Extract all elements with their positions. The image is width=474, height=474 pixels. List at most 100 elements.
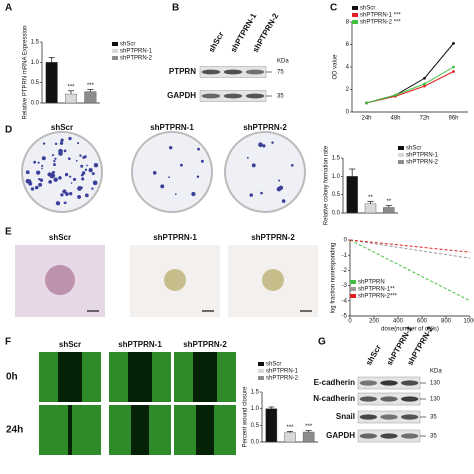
x-axis-label: dose(number of cells) bbox=[381, 327, 439, 333]
colony bbox=[249, 193, 253, 197]
y-tick-label: 1.0 bbox=[332, 174, 341, 180]
colony bbox=[246, 156, 249, 159]
y-tick-label: -4 bbox=[342, 298, 348, 304]
legend-label: shPTPRN-1 bbox=[120, 49, 153, 55]
colony bbox=[77, 195, 82, 199]
legend-label: shPTPRN-2 bbox=[120, 56, 153, 62]
image-label: shPTPRN-2 bbox=[243, 123, 287, 132]
x-tick-label: 400 bbox=[393, 319, 404, 325]
x-tick-label: 24h bbox=[361, 116, 371, 122]
series-line bbox=[349, 239, 471, 302]
blot-band bbox=[359, 414, 378, 420]
wound-gap bbox=[128, 352, 152, 402]
colony bbox=[92, 180, 98, 186]
y-tick-label: 0.5 bbox=[251, 423, 260, 429]
blot-band bbox=[359, 380, 378, 386]
row-label: GAPDH bbox=[167, 91, 196, 100]
colony bbox=[200, 159, 204, 163]
blot-band bbox=[201, 69, 221, 75]
colony bbox=[53, 159, 56, 163]
colony bbox=[81, 171, 86, 175]
colony bbox=[84, 193, 89, 198]
colony bbox=[191, 191, 196, 197]
blot-band bbox=[245, 69, 265, 75]
significance: *** bbox=[87, 83, 95, 89]
legend-swatch bbox=[258, 362, 264, 366]
blot-band bbox=[223, 69, 243, 75]
colony bbox=[62, 189, 67, 194]
blot-band bbox=[380, 433, 398, 439]
bar bbox=[45, 62, 58, 104]
legend-swatch bbox=[258, 376, 264, 380]
colony bbox=[39, 178, 44, 182]
row-label: N-cadherin bbox=[313, 394, 355, 403]
colony bbox=[69, 175, 72, 178]
colony bbox=[41, 156, 46, 161]
y-tick-label: 1.5 bbox=[251, 390, 260, 396]
image-label: shPTPRN-2 bbox=[183, 340, 227, 349]
legend-label: shPTPRN bbox=[358, 280, 385, 286]
legend-label: shScr bbox=[406, 146, 421, 152]
colony bbox=[77, 142, 80, 145]
colony bbox=[34, 185, 39, 190]
colony bbox=[260, 191, 263, 195]
colony bbox=[290, 163, 294, 167]
x-tick-label: 48h bbox=[390, 116, 400, 122]
series-line bbox=[349, 239, 471, 259]
point bbox=[365, 101, 368, 105]
point bbox=[452, 70, 455, 73]
image-label: shScr bbox=[49, 233, 71, 242]
colony bbox=[68, 136, 72, 141]
panel-label: G bbox=[318, 337, 326, 348]
marker-label: 35 bbox=[430, 434, 437, 440]
colony bbox=[53, 177, 58, 182]
significance: *** bbox=[67, 84, 75, 90]
bar bbox=[84, 91, 97, 104]
legend-swatch bbox=[352, 20, 358, 24]
point bbox=[452, 41, 455, 45]
legend-label: shPTPRN-1 bbox=[406, 153, 439, 159]
wound-gap bbox=[131, 405, 149, 455]
point bbox=[423, 82, 426, 86]
y-tick-label: 1.0 bbox=[251, 406, 260, 412]
x-tick-label: 1000 bbox=[463, 319, 474, 325]
colony bbox=[86, 164, 88, 167]
wound-gap bbox=[58, 352, 82, 402]
colony bbox=[53, 163, 56, 167]
bar bbox=[346, 176, 358, 214]
lane-label: shScr bbox=[207, 30, 226, 54]
significance: *** bbox=[305, 424, 313, 430]
colony bbox=[60, 193, 64, 197]
y-tick-label: -3 bbox=[342, 283, 348, 289]
legend-label: shPTPRN-1** bbox=[358, 287, 395, 293]
blot-band bbox=[245, 93, 265, 99]
colony bbox=[81, 177, 85, 181]
dish bbox=[21, 131, 103, 213]
blot-band bbox=[201, 93, 221, 99]
colony bbox=[59, 141, 64, 145]
y-tick-label: 4 bbox=[346, 65, 350, 71]
y-tick-label: 0 bbox=[344, 238, 348, 244]
colony bbox=[37, 161, 40, 164]
sphere bbox=[262, 269, 284, 291]
y-axis-label: log fraction nonresponding bbox=[331, 243, 337, 314]
series-line bbox=[366, 66, 454, 104]
panel-label: D bbox=[5, 125, 12, 136]
colony bbox=[79, 154, 82, 157]
row-label: PTPRN bbox=[169, 67, 196, 76]
y-tick-label: -2 bbox=[342, 268, 348, 274]
x-tick-label: 800 bbox=[441, 319, 452, 325]
y-tick-label: 1.0 bbox=[31, 60, 40, 66]
legend-swatch bbox=[352, 13, 358, 17]
y-tick-label: 1.5 bbox=[332, 156, 341, 162]
panel-label: A bbox=[5, 3, 12, 14]
image-label: shScr bbox=[59, 340, 81, 349]
point bbox=[423, 76, 426, 80]
colony bbox=[54, 157, 57, 160]
legend-label: shPTPRN-2 bbox=[406, 160, 439, 166]
blot-band bbox=[359, 396, 378, 402]
legend-label: shScr bbox=[266, 362, 281, 368]
bar bbox=[302, 431, 315, 443]
